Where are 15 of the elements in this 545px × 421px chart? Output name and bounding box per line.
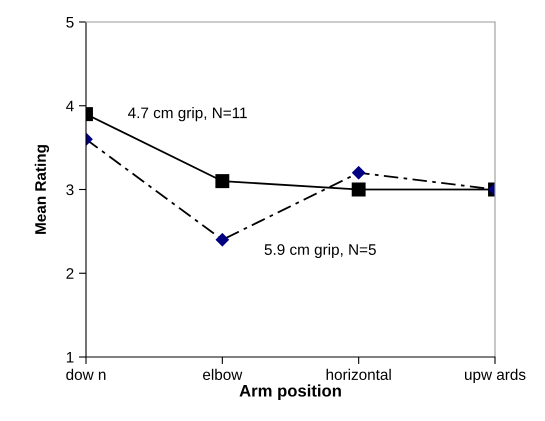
- point: [216, 233, 229, 246]
- x-tick-label: upw ards: [465, 368, 526, 384]
- point: [352, 166, 366, 180]
- x-axis-title: Arm position: [240, 384, 341, 400]
- y-tick-label: 3: [66, 184, 74, 196]
- y-axis-title: Mean Rating: [34, 145, 50, 234]
- y-tick-label: 1: [66, 352, 74, 363]
- x-tick-label: elbow: [203, 368, 242, 380]
- y-tick-label: 4: [66, 100, 74, 112]
- y-tick-label: 5: [66, 17, 74, 28]
- series-label: 5.9 cm grip, N=5: [264, 244, 376, 258]
- y-tick-label: 2: [66, 268, 74, 279]
- series-label: 4.7 cm grip, N=11: [128, 107, 247, 122]
- x-tick-label: dow n: [66, 368, 106, 380]
- x-tick-label: horizontal: [326, 368, 391, 380]
